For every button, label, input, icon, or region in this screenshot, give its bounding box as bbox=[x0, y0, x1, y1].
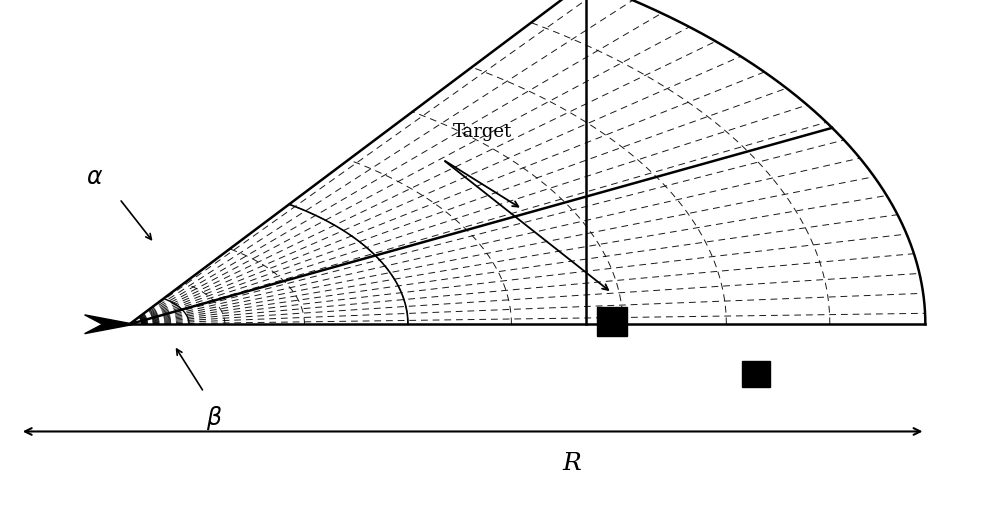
Text: $\alpha$: $\alpha$ bbox=[85, 166, 103, 189]
Polygon shape bbox=[84, 315, 134, 334]
Text: Target: Target bbox=[452, 123, 512, 141]
Text: R: R bbox=[563, 452, 580, 475]
Text: $\beta$: $\beta$ bbox=[206, 404, 222, 433]
Bar bbox=[742, 361, 769, 387]
Bar bbox=[596, 308, 626, 336]
